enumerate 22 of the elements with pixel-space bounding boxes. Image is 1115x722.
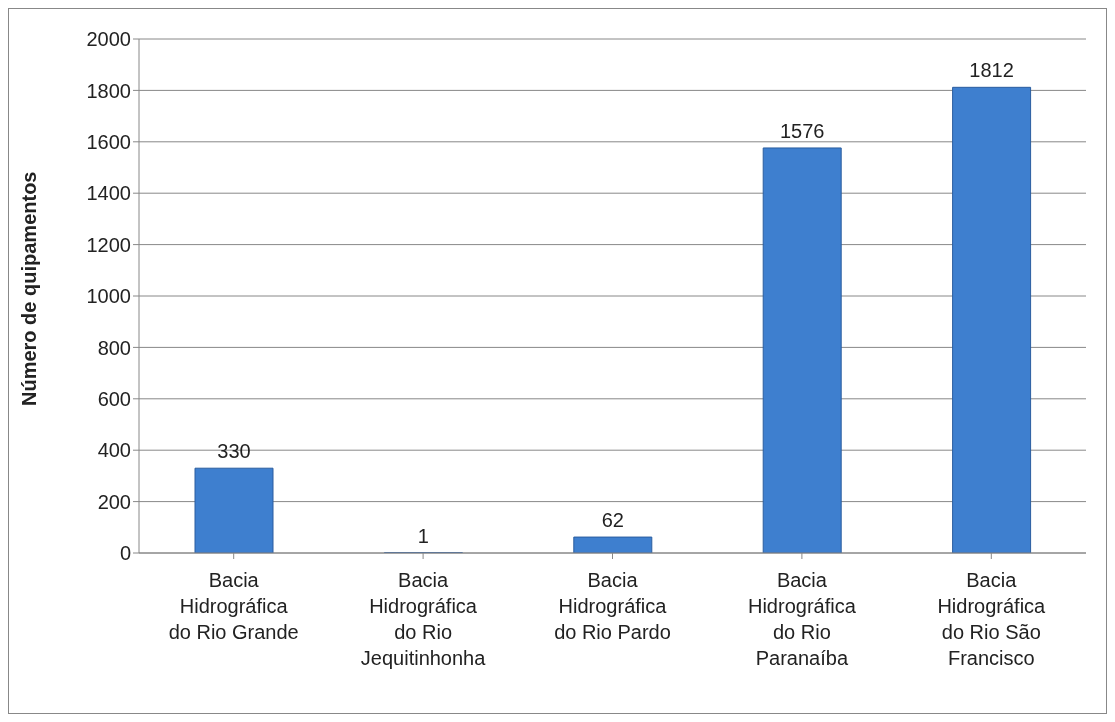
- y-tick-label: 400: [97, 439, 131, 462]
- y-tick-label: 800: [97, 336, 131, 359]
- y-tick-label: 1600: [86, 130, 131, 153]
- x-tick-label: Bacia Hidrográfica do Rio São Francisco: [937, 569, 1047, 669]
- x-tick-label: Bacia Hidrográfica do Rio Jequitinhonha: [360, 569, 487, 669]
- data-label: 1812: [969, 59, 1014, 82]
- data-label: 1576: [779, 119, 825, 142]
- y-tick-label: 1800: [86, 79, 131, 102]
- y-tick-label: 600: [97, 387, 131, 410]
- y-tick-label: 1400: [86, 182, 131, 205]
- data-label: 62: [601, 509, 624, 532]
- data-label: 330: [217, 440, 251, 463]
- x-tick-label: Bacia Hidrográfica do Rio Pardo: [554, 569, 671, 643]
- x-tick-label: Bacia Hidrográfica do Rio Grande: [168, 569, 299, 643]
- y-tick-label: 1200: [86, 233, 131, 256]
- y-tick-label: 0: [119, 542, 131, 565]
- y-tick-label: 2000: [86, 28, 131, 51]
- y-tick-label: 1000: [86, 285, 131, 308]
- y-tick-label: 200: [97, 490, 131, 513]
- y-axis-title: Número de quipamentos: [18, 171, 41, 406]
- x-tick-label: Bacia Hidrográfica do Rio Paranaíba: [747, 569, 857, 669]
- data-label: 1: [417, 524, 429, 547]
